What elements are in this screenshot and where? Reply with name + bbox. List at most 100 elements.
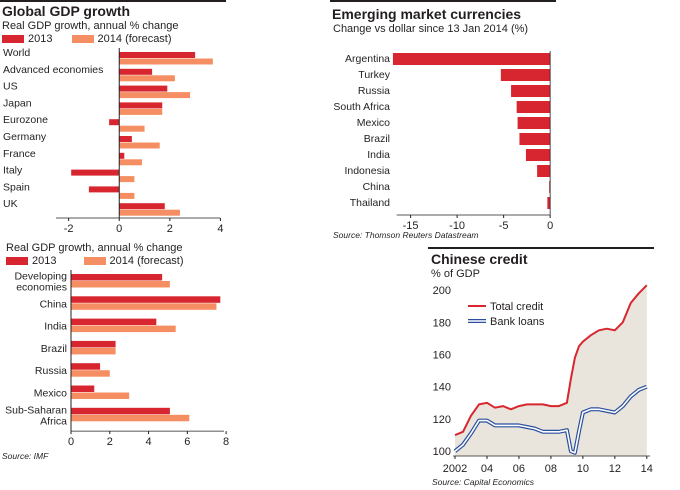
series-line-total-credit (454, 284, 648, 437)
title-rule (330, 0, 556, 2)
bar-2014 (119, 125, 145, 132)
x-tick-label: 4 (145, 436, 151, 448)
category-label: India (367, 149, 390, 161)
category-label: Brazil (364, 133, 390, 145)
legend-label: Total credit (490, 301, 543, 313)
bar-2014 (119, 159, 142, 166)
chart-subtitle: Real GDP growth, annual % change (2, 20, 179, 32)
x-tick-label: -10 (449, 220, 465, 231)
x-tick-label: -5 (499, 220, 509, 231)
chart-title: Emerging market currencies (332, 6, 522, 22)
x-tick-label: 2002 (443, 463, 467, 475)
legend-label: 2014 (forecast) (97, 33, 172, 45)
bar-2013 (119, 52, 196, 58)
bar-2014 (119, 92, 191, 99)
title-rule (0, 0, 226, 2)
bar-currency (500, 69, 551, 81)
bar-2014 (71, 281, 170, 288)
bar-2014 (119, 75, 175, 82)
category-label: Africa (40, 415, 67, 427)
y-tick-label: 100 (433, 446, 451, 458)
category-label: China (363, 181, 391, 193)
y-tick-label: 160 (433, 350, 451, 362)
bar-2013 (71, 274, 163, 281)
category-label: France (3, 148, 36, 160)
bar-2013 (119, 85, 168, 92)
legend-label: Bank loans (490, 316, 545, 328)
category-label: Japan (3, 97, 32, 109)
category-label: US (3, 81, 18, 93)
x-tick-label: 12 (609, 463, 621, 475)
x-tick-label: 2 (107, 436, 113, 448)
chart-source: Source: Thomson Reuters Datastream (333, 230, 479, 240)
bar-2014 (71, 370, 110, 377)
chart-title: Global GDP growth (2, 3, 131, 19)
legend-label: 2013 (32, 255, 57, 267)
chart-source: Source: Capital Economics (432, 477, 535, 487)
category-label: World (3, 47, 30, 59)
legend-swatch-2014 (71, 35, 94, 44)
category-label: Mexico (357, 117, 390, 129)
legend-swatch-2013 (6, 257, 28, 266)
category-label: India (44, 321, 67, 333)
bar-currency (549, 181, 551, 193)
category-label: Spain (3, 181, 30, 193)
bar-2014 (119, 58, 213, 65)
category-label: Advanced economies (3, 64, 103, 76)
bar-2013 (119, 203, 165, 210)
legend: 2013 2014 (forecast) (6, 255, 184, 267)
category-label: Germany (3, 131, 47, 143)
x-tick-label: -15 (403, 220, 419, 231)
bar-2013 (88, 186, 120, 193)
legend-swatch-2013 (2, 35, 24, 44)
legend-swatch-2014 (83, 257, 106, 266)
category-label: Thailand (350, 197, 390, 209)
bar-2014 (71, 392, 130, 399)
bar-2013 (109, 119, 120, 126)
title-rule (428, 247, 654, 249)
y-tick-label: 180 (433, 317, 451, 329)
x-tick-label: 0 (68, 436, 74, 448)
y-tick-label: 140 (433, 382, 451, 394)
category-label: Brazil (41, 343, 67, 355)
bar-2013 (71, 363, 101, 370)
bar-currency (537, 165, 551, 177)
bar-2014 (119, 209, 180, 216)
chart-title: Chinese credit (431, 251, 528, 267)
bar-2014 (71, 303, 217, 310)
chart-subtitle: Real GDP growth, annual % change (6, 242, 183, 254)
x-tick-label: 0 (116, 223, 122, 234)
bar-currency (517, 117, 551, 129)
credit-area (455, 285, 647, 456)
bar-currency (392, 53, 551, 65)
category-label: Indonesia (344, 165, 390, 177)
bar-2014 (119, 176, 135, 183)
bar-currency (525, 149, 551, 161)
x-tick-label: 10 (577, 463, 589, 475)
bar-2013 (71, 296, 221, 303)
bar-2014 (119, 108, 163, 115)
bar-currency (547, 197, 551, 209)
x-tick-label: 06 (513, 463, 525, 475)
category-label: Mexico (34, 388, 67, 400)
bar-2013 (71, 407, 170, 415)
category-label: Eurozone (3, 114, 48, 126)
category-label: China (40, 298, 68, 310)
currencies-chart: Argentina Turkey Russia South Africa Mexico B… (333, 51, 553, 231)
bar-2013 (119, 136, 132, 142)
bar-2014 (119, 142, 160, 149)
x-tick-label: 0 (547, 220, 553, 231)
legend-label: 2013 (28, 33, 53, 45)
x-tick-label: 08 (545, 463, 557, 475)
x-tick-label: 4 (217, 223, 223, 234)
x-tick-label: -2 (64, 223, 74, 234)
bar-currency (511, 85, 551, 97)
bar-2013 (119, 152, 125, 159)
bar-2013 (71, 385, 95, 392)
bar-2014 (71, 325, 176, 333)
bar-2013 (71, 340, 116, 348)
category-label: UK (3, 198, 18, 210)
category-label: Italy (3, 165, 23, 177)
legend-label: 2014 (forecast) (109, 255, 184, 267)
